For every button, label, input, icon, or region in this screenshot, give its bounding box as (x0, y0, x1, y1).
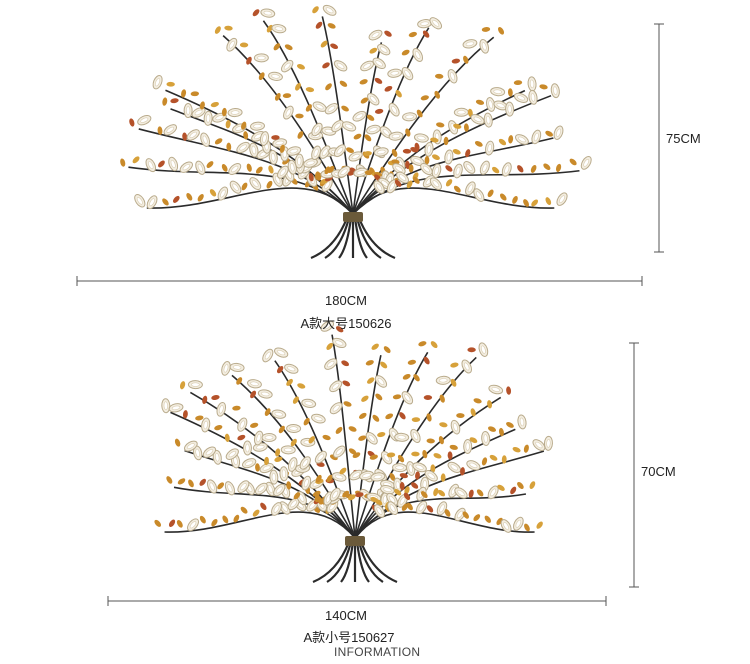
tree-large-band (343, 212, 363, 222)
width-line-large (76, 276, 643, 286)
height-line-large (654, 23, 664, 253)
tree-large-branches (128, 16, 580, 260)
model-label-large: A款大号150626 (300, 316, 392, 331)
tree-small-branches (164, 334, 545, 584)
width-line-small (107, 596, 607, 606)
height-label-large: 75CM (666, 131, 701, 146)
tree-large-leaves (120, 4, 592, 210)
width-label-large: 180CM (325, 293, 367, 308)
model-label-small: A款小号150627 (303, 630, 395, 645)
tree-small-leaves (154, 320, 553, 533)
height-label-small: 70CM (641, 464, 676, 479)
footer-label: INFORMATION (334, 645, 421, 659)
width-label-small: 140CM (325, 608, 367, 623)
tree-small-band (345, 536, 365, 546)
height-line-small (629, 342, 639, 588)
